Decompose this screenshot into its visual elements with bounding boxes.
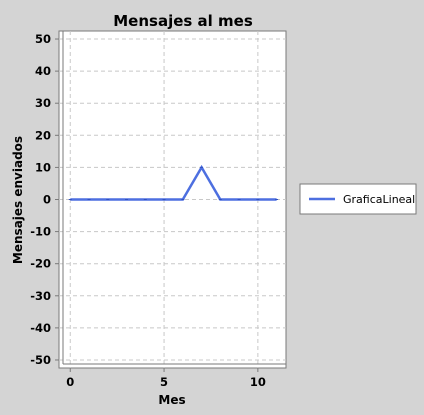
x-tick-label: 5: [160, 375, 168, 389]
y-tick-label: -30: [30, 289, 51, 303]
chart-title: Mensajes al mes: [113, 12, 253, 30]
legend-label: GraficaLineal: [343, 193, 415, 206]
y-tick-label: 0: [43, 193, 51, 207]
y-tick-label: 40: [35, 64, 51, 78]
legend: GraficaLineal: [299, 183, 417, 215]
y-tick-label: 20: [35, 128, 51, 142]
y-tick-label: 30: [35, 96, 51, 110]
axes: [55, 31, 286, 372]
series-line-0: [70, 164, 277, 201]
tick-labels: 50 40 30 20 10 0 -10 -20 -30 -40 -50 0 5 10: [30, 32, 266, 389]
y-tick-label: -50: [30, 353, 51, 367]
series-lines: [68, 164, 279, 201]
x-tick-label: 10: [250, 375, 266, 389]
y-tick-label: 10: [35, 160, 51, 174]
y-tick-label: -20: [30, 257, 51, 271]
x-tick-label: 0: [66, 375, 74, 389]
y-tick-label: 50: [35, 32, 51, 46]
y-tick-label: -40: [30, 321, 51, 335]
y-tick-label: -10: [30, 225, 51, 239]
x-axis-label: Mes: [158, 393, 185, 407]
y-axis-label: Mensajes enviados: [11, 136, 25, 264]
